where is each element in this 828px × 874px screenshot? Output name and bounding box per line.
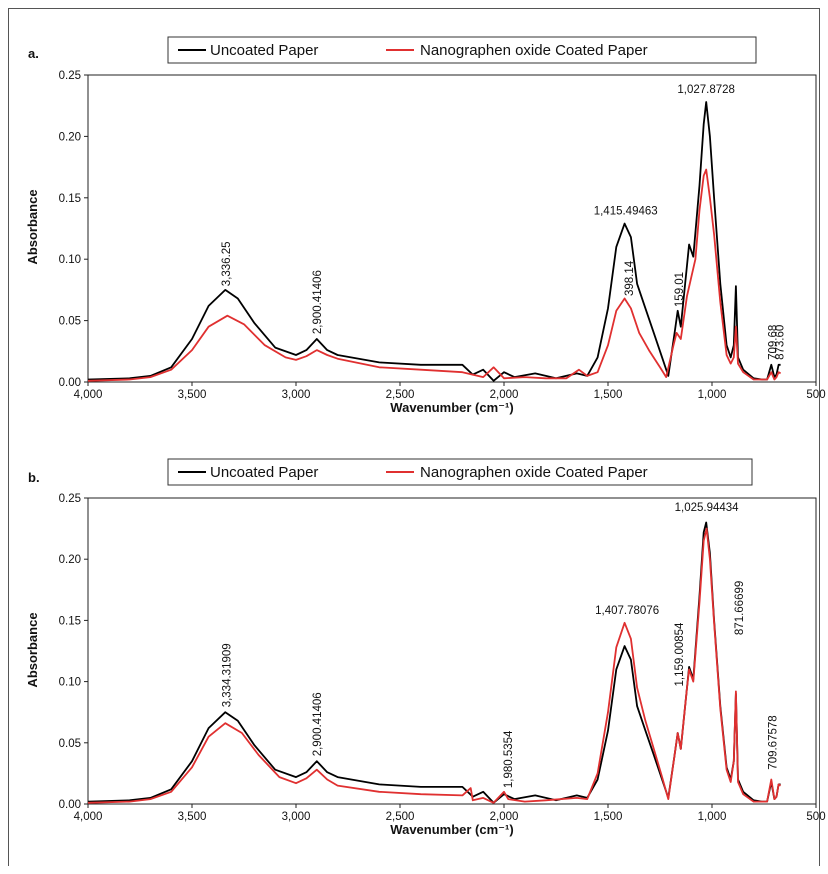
panel-a-ylabel: Absorbance xyxy=(25,189,40,264)
panel-b-y-tick-label: 0.10 xyxy=(59,677,81,689)
panel-a-x-tick-label: 3,000 xyxy=(282,389,311,401)
panel-b-plot: 4,000 3,500 3,000 2,500 2,000 1,500 1,000 500 0.… xyxy=(59,493,826,823)
panel-a-x-tick-label: 500 xyxy=(806,389,825,401)
panel-b-ylabel: Absorbance xyxy=(25,612,40,687)
panel-a-x-tick-label: 2,000 xyxy=(490,389,519,401)
panel-a-y-tick-label: 0.15 xyxy=(59,193,81,205)
panel-a-y-tick-label: 0.00 xyxy=(59,377,81,389)
panel-a-x-tick-label: 2,500 xyxy=(386,389,415,401)
panel-a-y-tick-label: 0.20 xyxy=(59,131,81,143)
panel-b-peak-annotation: 3,334.31909 xyxy=(222,643,234,707)
panel-b-peak-annotation: 871.66699 xyxy=(734,581,746,635)
panel-b-plot-border xyxy=(87,497,817,805)
panel-a-peak-annotation: 1,027.8728 xyxy=(677,84,735,96)
panel-a-legend: Uncoated Paper Nanographen oxide Coated … xyxy=(167,36,757,64)
panel-b-y-tick-label: 0.00 xyxy=(59,799,81,811)
panel-a-plot: 4,000 3,500 3,000 2,500 2,000 1,500 1,000 500 0.… xyxy=(59,70,826,401)
panel-b-y-tick-label: 0.05 xyxy=(59,738,81,750)
panel-a-peak-annotation: 873.60 xyxy=(774,325,786,360)
panel-a-legend-box xyxy=(167,36,757,64)
panel-a-x-tick-label: 1,000 xyxy=(698,389,727,401)
figure-frame xyxy=(8,8,820,866)
panel-a-x-tick-label: 1,500 xyxy=(594,389,623,401)
panel-a-series-uncoated xyxy=(87,101,781,382)
panel-a-x-tick-label: 4,000 xyxy=(74,389,103,401)
panel-b-x-tick-label: 2,500 xyxy=(386,811,415,823)
panel-b-x-tick-label: 2,000 xyxy=(490,811,519,823)
panel-b-series-coated xyxy=(87,527,782,804)
panel-a-peak-annotation: 159.01 xyxy=(674,272,686,307)
panel-b-peak-annotation: 1,407.78076 xyxy=(595,605,659,617)
panel-b-legend: Uncoated Paper Nanographen oxide Coated … xyxy=(167,458,753,486)
panel-b-peak-annotation: 709.67578 xyxy=(768,715,780,769)
panel-b-x-tick-label: 4,000 xyxy=(74,811,103,823)
panel-b-x-tick-label: 1,500 xyxy=(594,811,623,823)
panel-a-peak-annotation: 1,415.49463 xyxy=(594,206,658,218)
panel-b-y-tick-label: 0.20 xyxy=(59,554,81,566)
panel-b-peak-annotation: 1,025.94434 xyxy=(675,502,740,514)
panel-b-peak-annotation: 2,900.41406 xyxy=(312,692,324,756)
panel-a-peak-annotation: 709.68 xyxy=(768,325,780,360)
panel-b: b. Uncoated Paper Nanographen oxide Coat… xyxy=(25,458,826,837)
panel-b-peak-annotation: 1,159.00854 xyxy=(674,622,686,687)
panel-a-label: a. xyxy=(28,46,39,61)
panel-a-plot-border xyxy=(87,74,817,383)
panel-b-y-tick-label: 0.15 xyxy=(59,615,81,627)
panel-b-xlabel: Wavenumber (cm⁻¹) xyxy=(390,822,513,837)
panel-a-legend-uncoated: Uncoated Paper xyxy=(210,42,318,59)
panel-b-peak-annotation: 1,980.5354 xyxy=(503,730,515,788)
panel-a-xlabel: Wavenumber (cm⁻¹) xyxy=(390,400,513,415)
panel-b-x-tick-label: 3,000 xyxy=(282,811,311,823)
panel-b-label: b. xyxy=(28,470,40,485)
panel-b-legend-uncoated: Uncoated Paper xyxy=(210,464,318,481)
panel-b-legend-box xyxy=(167,458,753,486)
panel-b-x-tick-label: 500 xyxy=(806,811,825,823)
panel-a-peak-annotation: 2,900.41406 xyxy=(312,270,324,334)
panel-b-x-tick-label: 3,500 xyxy=(178,811,207,823)
panel-a-x-tick-label: 3,500 xyxy=(178,389,207,401)
panel-a-peak-annotation: 3,336.25 xyxy=(221,241,233,286)
panel-a-y-tick-label: 0.25 xyxy=(59,70,81,82)
panel-b-x-tick-label: 1,000 xyxy=(698,811,727,823)
panel-b-y-tick-label: 0.25 xyxy=(59,493,81,505)
panel-a-y-tick-label: 0.10 xyxy=(59,254,81,266)
panel-a-series-coated xyxy=(87,168,782,382)
panel-a-peak-annotation: 398.14 xyxy=(624,260,636,296)
panel-a: a. Uncoated Paper Nanographen oxide Coat… xyxy=(25,36,826,415)
panel-b-legend-coated: Nanographen oxide Coated Paper xyxy=(420,464,648,481)
panel-a-legend-coated: Nanographen oxide Coated Paper xyxy=(420,42,648,59)
panel-a-y-tick-label: 0.05 xyxy=(59,316,81,328)
